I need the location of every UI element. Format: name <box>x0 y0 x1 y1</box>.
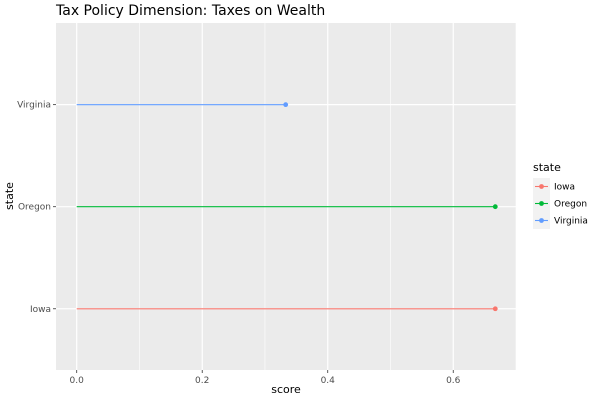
legend-key-point <box>539 201 544 206</box>
point-virginia <box>283 102 289 108</box>
point-iowa <box>492 306 498 312</box>
y-tick-label: Oregon <box>18 203 51 213</box>
x-axis: 0.0 0.2 0.4 0.6 <box>70 370 461 386</box>
legend-label-oregon: Oregon <box>554 200 587 210</box>
legend-key-point <box>539 218 544 223</box>
legend-title: state <box>533 161 561 174</box>
x-tick-label: 0.0 <box>70 376 85 386</box>
legend-key-point <box>539 184 544 189</box>
x-tick-label: 0.4 <box>321 376 336 386</box>
grid-minor <box>139 23 517 370</box>
plot-panel <box>56 23 516 370</box>
legend-label-iowa: Iowa <box>554 183 575 193</box>
x-axis-title: score <box>271 383 301 396</box>
chart-marks <box>76 102 498 312</box>
x-tick-label: 0.2 <box>195 376 209 386</box>
y-tick-label: Virginia <box>17 101 51 111</box>
y-axis: Iowa Oregon Virginia <box>17 101 56 315</box>
legend: state Iowa Oregon Virginia <box>533 161 588 229</box>
y-axis-title: state <box>3 182 16 210</box>
point-oregon <box>492 204 498 210</box>
y-tick-label: Iowa <box>30 305 51 315</box>
legend-label-virginia: Virginia <box>554 217 588 227</box>
chart-title: Tax Policy Dimension: Taxes on Wealth <box>55 3 325 19</box>
x-tick-label: 0.6 <box>446 376 461 386</box>
